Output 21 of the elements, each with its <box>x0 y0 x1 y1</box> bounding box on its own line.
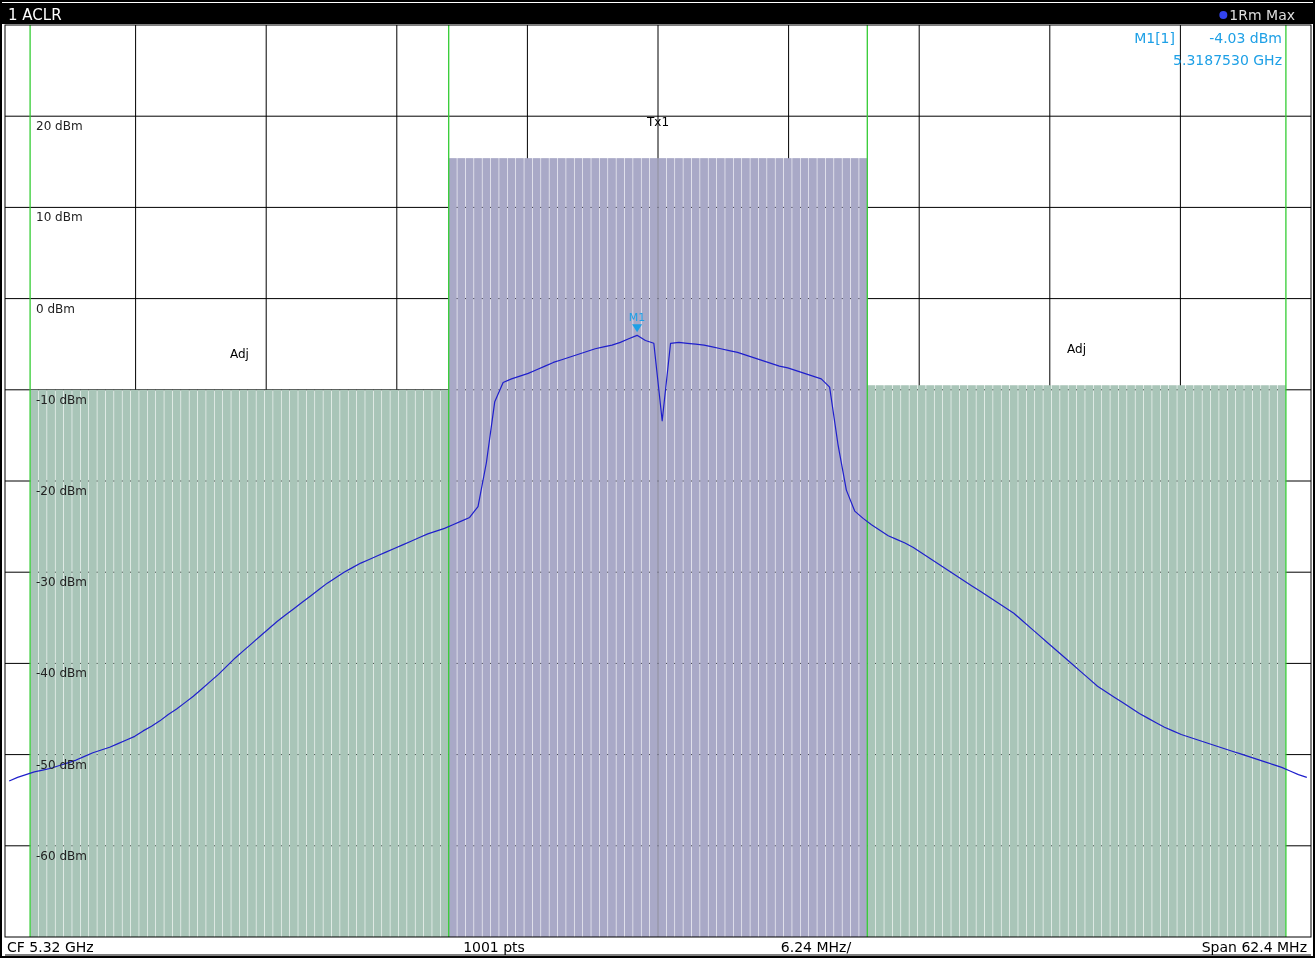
y-tick-label: -60 dBm <box>36 848 87 863</box>
annotation: -4.03 dBm <box>1209 30 1282 46</box>
y-tick-label: -20 dBm <box>36 484 87 498</box>
text: Adj <box>1067 342 1087 357</box>
y-tick-label: 20 dBm <box>36 119 83 134</box>
text: Tx1 <box>645 115 670 130</box>
y-tick-label: -40 dBm <box>36 666 87 681</box>
y-tick-label: -30 dBm <box>36 575 87 590</box>
y-tick-label: -10 dBm <box>36 392 87 407</box>
text: 1Rm Max <box>1229 7 1295 23</box>
text: CF 5.32 GHz <box>7 939 94 955</box>
y-tick-label: 10 dBm <box>36 210 83 225</box>
chart-title: 1 ACLR <box>8 6 62 24</box>
y-tick-label: 0 dBm <box>36 301 75 316</box>
text: Span 62.4 MHz <box>1201 939 1307 955</box>
annotation: M1 <box>628 311 646 325</box>
text: Adj <box>229 346 249 361</box>
y-tick-label: -50 dBm <box>36 757 87 772</box>
text: 1001 pts <box>463 939 525 955</box>
annotation: M1[1] <box>1134 30 1175 46</box>
text: 6.24 MHz/ <box>780 939 852 955</box>
